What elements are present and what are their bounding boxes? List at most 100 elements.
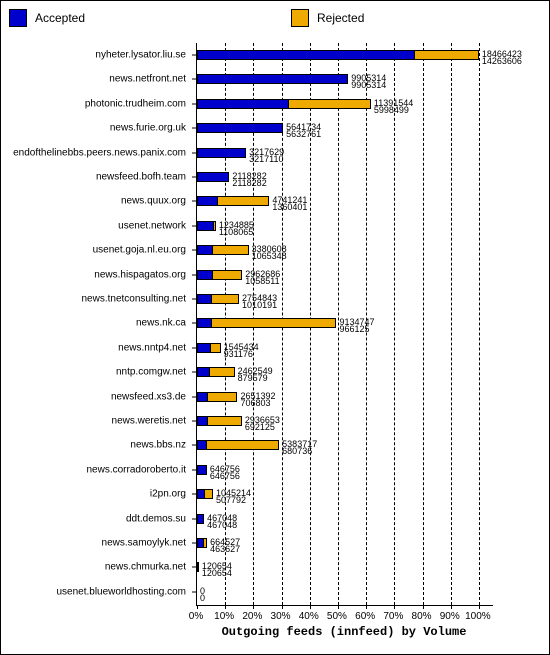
x-tick-label: 0% bbox=[189, 611, 203, 622]
value-label-accepted: 507792 bbox=[216, 495, 246, 505]
accepted-bar bbox=[197, 538, 204, 548]
category-label: newsfeed.bofh.team bbox=[96, 172, 186, 183]
x-tick-label: 10% bbox=[214, 611, 234, 622]
category-label: usenet.blueworldhosting.com bbox=[56, 586, 186, 597]
x-tick-label: 90% bbox=[440, 611, 460, 622]
accepted-bar bbox=[197, 148, 246, 158]
category-label: nyheter.lysator.liu.se bbox=[95, 50, 186, 61]
accepted-bar bbox=[197, 74, 348, 84]
value-label-accepted: 0 bbox=[200, 593, 205, 603]
accepted-bar bbox=[197, 489, 205, 499]
category-label: news.netfront.net bbox=[109, 74, 186, 85]
y-tick bbox=[192, 494, 196, 495]
x-tick bbox=[338, 605, 339, 609]
legend-item: Accepted bbox=[9, 9, 85, 27]
y-tick bbox=[192, 421, 196, 422]
y-tick bbox=[192, 79, 196, 80]
value-label-accepted: 5632761 bbox=[286, 129, 321, 139]
value-label-accepted: 120654 bbox=[202, 568, 232, 578]
y-tick bbox=[192, 518, 196, 519]
y-tick bbox=[192, 323, 196, 324]
chart-container: Accepted Rejected 184664231426360699053149… bbox=[0, 0, 550, 655]
gridline bbox=[451, 43, 452, 605]
x-tick bbox=[451, 605, 452, 609]
category-label: usenet.network bbox=[118, 220, 186, 231]
value-label-accepted: 1010191 bbox=[242, 300, 277, 310]
y-tick bbox=[192, 177, 196, 178]
y-tick bbox=[192, 469, 196, 470]
gridline bbox=[423, 43, 424, 605]
accepted-bar bbox=[197, 50, 415, 60]
value-label-accepted: 467048 bbox=[207, 520, 237, 530]
value-label-accepted: 931176 bbox=[224, 349, 253, 359]
category-label: news.hispagatos.org bbox=[94, 269, 186, 280]
category-label: nntp.comgw.net bbox=[116, 367, 186, 378]
category-label: news.quux.org bbox=[121, 196, 186, 207]
category-label: photonic.trudheim.com bbox=[85, 98, 186, 109]
y-tick bbox=[192, 152, 196, 153]
accepted-bar bbox=[197, 123, 283, 133]
category-label: endofthelinebbs.peers.news.panix.com bbox=[13, 147, 186, 158]
x-tick bbox=[394, 605, 395, 609]
legend-item: Rejected bbox=[291, 9, 364, 27]
x-tick-label: 40% bbox=[299, 611, 319, 622]
value-label-accepted: 1065348 bbox=[252, 251, 287, 261]
value-label-accepted: 879579 bbox=[238, 373, 268, 383]
category-label: news.chmurka.net bbox=[105, 562, 186, 573]
plot-area: 1846642314263606990531499053141139154459… bbox=[196, 43, 493, 606]
accepted-bar bbox=[197, 196, 218, 206]
legend: Accepted Rejected bbox=[1, 7, 549, 29]
y-tick bbox=[192, 103, 196, 104]
y-tick bbox=[192, 299, 196, 300]
x-tick-label: 100% bbox=[465, 611, 491, 622]
x-tick bbox=[282, 605, 283, 609]
value-label-accepted: 5998499 bbox=[374, 105, 409, 115]
accepted-bar bbox=[197, 318, 212, 328]
value-label-accepted: 1360401 bbox=[272, 202, 307, 212]
x-axis-title: Outgoing feeds (innfeed) by Volume bbox=[222, 625, 467, 639]
x-tick bbox=[253, 605, 254, 609]
rejected-swatch bbox=[291, 9, 309, 27]
category-label: i2pn.org bbox=[150, 489, 186, 500]
y-tick bbox=[192, 591, 196, 592]
y-tick bbox=[192, 201, 196, 202]
accepted-bar bbox=[197, 270, 213, 280]
accepted-bar bbox=[197, 440, 207, 450]
accepted-bar bbox=[197, 416, 208, 426]
x-tick bbox=[366, 605, 367, 609]
accepted-bar bbox=[197, 245, 213, 255]
y-tick bbox=[192, 567, 196, 568]
category-label: newsfeed.xs3.de bbox=[111, 391, 186, 402]
x-tick-label: 70% bbox=[383, 611, 403, 622]
accepted-bar bbox=[197, 367, 210, 377]
y-tick bbox=[192, 372, 196, 373]
gridline bbox=[394, 43, 395, 605]
category-label: news.nntp4.net bbox=[118, 342, 186, 353]
legend-label: Rejected bbox=[317, 11, 364, 25]
legend-label: Accepted bbox=[35, 11, 85, 25]
accepted-bar bbox=[197, 465, 207, 475]
y-tick bbox=[192, 543, 196, 544]
accepted-bar bbox=[197, 392, 208, 402]
category-label: news.furie.org.uk bbox=[110, 123, 186, 134]
value-label-accepted: 9905314 bbox=[351, 80, 386, 90]
x-tick-label: 80% bbox=[412, 611, 432, 622]
x-tick bbox=[423, 605, 424, 609]
y-tick bbox=[192, 274, 196, 275]
category-label: news.tnetconsulting.net bbox=[81, 294, 186, 305]
value-label-accepted: 1058511 bbox=[245, 276, 279, 286]
accepted-bar bbox=[197, 514, 204, 524]
value-label-accepted: 14263606 bbox=[482, 56, 522, 66]
x-tick bbox=[197, 605, 198, 609]
category-label: ddt.demos.su bbox=[126, 513, 186, 524]
x-tick-label: 60% bbox=[355, 611, 375, 622]
value-label-accepted: 706803 bbox=[240, 398, 270, 408]
x-tick bbox=[225, 605, 226, 609]
category-label: news.samoylyk.net bbox=[102, 538, 186, 549]
y-tick bbox=[192, 445, 196, 446]
x-tick-label: 50% bbox=[327, 611, 347, 622]
y-tick bbox=[192, 250, 196, 251]
value-label-accepted: 966125 bbox=[339, 324, 369, 334]
category-label: news.corradoroberto.it bbox=[87, 464, 187, 475]
category-label: news.nk.ca bbox=[136, 318, 186, 329]
